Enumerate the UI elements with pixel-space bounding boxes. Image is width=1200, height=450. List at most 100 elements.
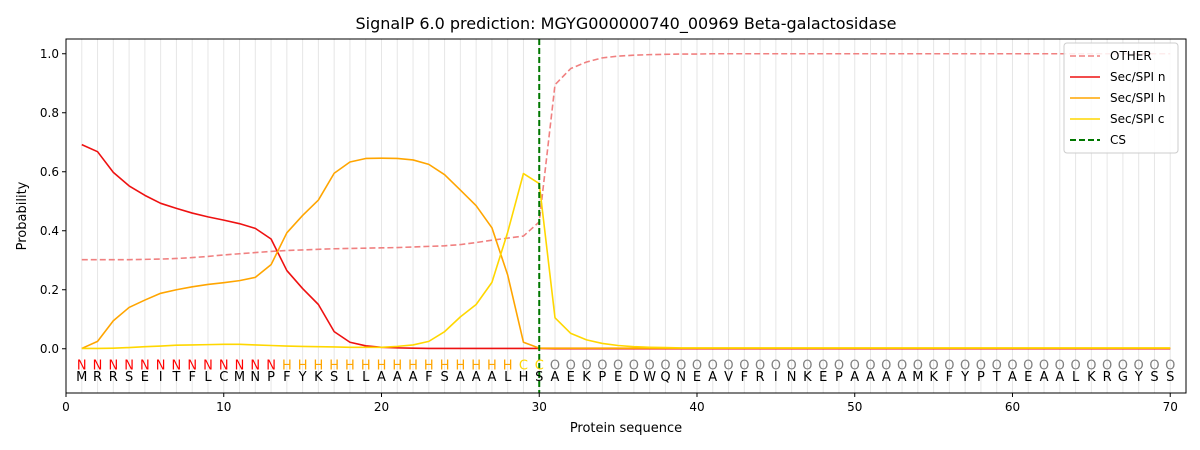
sequence-residue: Y — [298, 370, 307, 385]
legend: OTHER Sec/SPI n Sec/SPI h Sec/SPI c CS — [1063, 42, 1179, 154]
region-label: O — [692, 358, 702, 373]
region-label: N — [172, 358, 182, 373]
sequence-residue: M — [234, 370, 245, 385]
sequence-residue: A — [1055, 370, 1064, 385]
sequence-residue: A — [898, 370, 907, 385]
legend-label: CS — [1110, 133, 1126, 147]
grid-lines — [81, 39, 1171, 393]
sequence-residue: A — [377, 370, 386, 385]
sequence-residue: L — [204, 370, 212, 385]
x-tick-label: 30 — [532, 400, 547, 414]
region-label: O — [944, 358, 954, 373]
region-label: O — [1134, 358, 1144, 373]
sequence-residue: T — [171, 370, 180, 385]
sequence-residue: N — [676, 370, 686, 385]
x-tick-label: 70 — [1163, 400, 1178, 414]
region-label: O — [928, 358, 938, 373]
y-tick-label: 0.6 — [40, 165, 59, 179]
region-label: O — [1055, 358, 1065, 373]
region-label: N — [156, 358, 166, 373]
region-label: H — [298, 358, 308, 373]
region-label: O — [1118, 358, 1128, 373]
x-tick-label: 10 — [216, 400, 231, 414]
sequence-residue: A — [456, 370, 465, 385]
sequence-residue: T — [992, 370, 1001, 385]
region-label: N — [140, 358, 150, 373]
y-tick-label: 1.0 — [40, 47, 59, 61]
sequence-residue: A — [1008, 370, 1017, 385]
region-label: O — [913, 358, 923, 373]
sequence-residue: S — [440, 370, 448, 385]
sequence-residue: I — [159, 370, 163, 385]
region-label: H — [471, 358, 481, 373]
sequence-residue: Q — [660, 370, 670, 385]
region-label: O — [566, 358, 576, 373]
y-axis-label: Probability — [15, 181, 30, 250]
sequence-residue: E — [614, 370, 622, 385]
region-label: N — [266, 358, 276, 373]
sequence-residue: Y — [1134, 370, 1143, 385]
region-label: O — [629, 358, 639, 373]
region-label: O — [771, 358, 781, 373]
x-tick-label: 0 — [62, 400, 70, 414]
chart-title: SignalP 6.0 prediction: MGYG000000740_00… — [355, 14, 896, 34]
sequence-residue: N — [250, 370, 260, 385]
sequence-residue: A — [708, 370, 717, 385]
series-line-other — [81, 52, 1171, 261]
region-label: N — [108, 358, 118, 373]
sequence-residue: S — [1150, 370, 1158, 385]
sequence-residue: F — [946, 370, 953, 385]
sequence-residue: F — [283, 370, 290, 385]
region-label: H — [282, 358, 292, 373]
region-label: N — [219, 358, 229, 373]
region-label: O — [881, 358, 891, 373]
region-label: N — [250, 358, 260, 373]
region-label: C — [519, 358, 528, 373]
region-label: O — [1023, 358, 1033, 373]
region-label: O — [660, 358, 670, 373]
sequence-residue: A — [487, 370, 496, 385]
region-label: O — [1165, 358, 1175, 373]
region-label: O — [723, 358, 733, 373]
region-label: O — [897, 358, 907, 373]
region-label: O — [865, 358, 875, 373]
plot-frame — [65, 38, 1187, 394]
sequence-residue: R — [93, 370, 102, 385]
region-label: O — [1007, 358, 1017, 373]
sequence-residue: R — [109, 370, 118, 385]
legend-label: Sec/SPI n — [1110, 70, 1165, 84]
region-label: H — [408, 358, 418, 373]
sequence-residue: D — [629, 370, 639, 385]
sequence-residue: F — [741, 370, 748, 385]
sequence-residue: S — [330, 370, 338, 385]
region-label: H — [424, 358, 434, 373]
region-label: O — [1102, 358, 1112, 373]
region-label: H — [361, 358, 371, 373]
region-label: O — [976, 358, 986, 373]
region-label: N — [235, 358, 245, 373]
sequence-residue: E — [567, 370, 575, 385]
sequence-residue: S — [1166, 370, 1174, 385]
region-label: O — [1149, 358, 1159, 373]
sequence-residue: G — [1118, 370, 1128, 385]
sequence-residue: E — [1024, 370, 1032, 385]
region-label: O — [1070, 358, 1080, 373]
x-tick-label: 50 — [847, 400, 862, 414]
sequence-residue: E — [819, 370, 827, 385]
sequence-residue: R — [1103, 370, 1112, 385]
x-axis-label: Protein sequence — [570, 421, 682, 436]
region-label: O — [850, 358, 860, 373]
sequence-residue: V — [724, 370, 733, 385]
sequence-residue: N — [787, 370, 797, 385]
region-label: N — [77, 358, 87, 373]
sequence-residue: A — [551, 370, 560, 385]
region-label: O — [787, 358, 797, 373]
sequence-residue: A — [1040, 370, 1049, 385]
sequence-residue: P — [835, 370, 843, 385]
sequence-residue: I — [774, 370, 778, 385]
region-label: O — [645, 358, 655, 373]
region-label: O — [834, 358, 844, 373]
region-label: N — [93, 358, 103, 373]
